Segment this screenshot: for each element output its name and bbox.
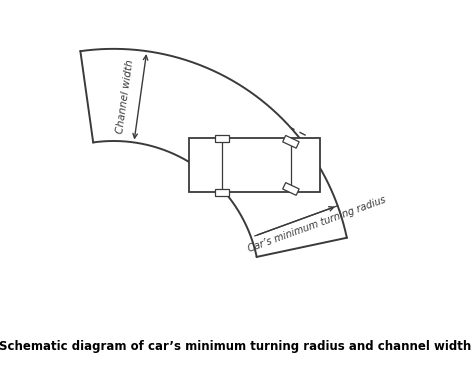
Bar (190, 138, 319, 193)
Bar (215, 189, 229, 196)
Bar (215, 135, 229, 142)
Polygon shape (283, 135, 299, 148)
Text: Schematic diagram of car’s minimum turning radius and channel width: Schematic diagram of car’s minimum turni… (0, 340, 472, 354)
Polygon shape (283, 183, 299, 195)
Text: Car’s minimum turning radius: Car’s minimum turning radius (246, 195, 387, 254)
Text: Channel width: Channel width (115, 59, 136, 134)
